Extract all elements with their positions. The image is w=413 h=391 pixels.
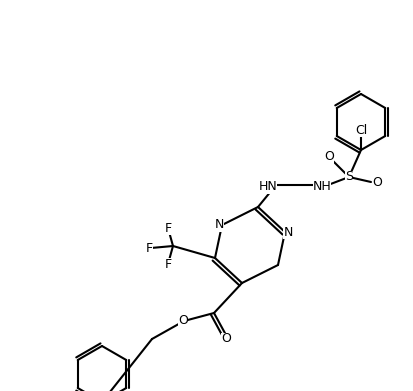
Text: O: O <box>371 176 381 188</box>
Text: O: O <box>323 151 333 163</box>
Text: N: N <box>214 219 223 231</box>
Text: F: F <box>145 242 152 255</box>
Text: F: F <box>164 258 171 271</box>
Text: F: F <box>164 221 171 235</box>
Text: S: S <box>344 170 352 183</box>
Text: O: O <box>221 332 230 346</box>
Text: HN: HN <box>258 181 277 194</box>
Text: Cl: Cl <box>354 124 366 136</box>
Text: N: N <box>282 226 292 239</box>
Text: O: O <box>178 314 188 326</box>
Text: NH: NH <box>312 181 330 194</box>
